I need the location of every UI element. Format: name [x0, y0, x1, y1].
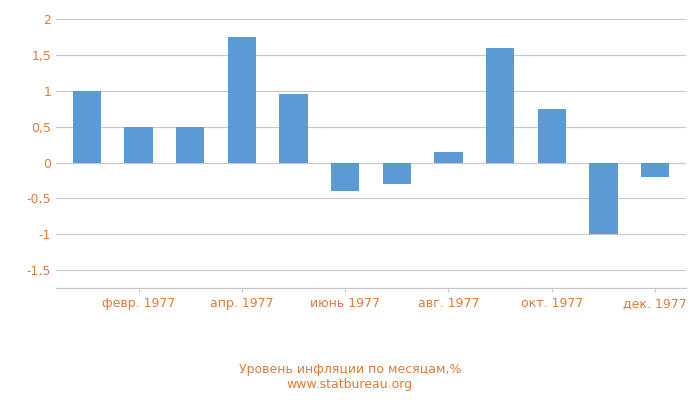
Text: www.statbureau.org: www.statbureau.org [287, 378, 413, 391]
Bar [538, 109, 566, 162]
Bar [279, 94, 308, 162]
Bar [73, 91, 102, 162]
Bar [434, 152, 463, 162]
Bar [486, 48, 514, 162]
Bar [125, 127, 153, 162]
Bar [331, 162, 359, 191]
Bar [383, 162, 411, 184]
Bar [640, 162, 669, 177]
Bar [176, 127, 204, 162]
Bar [589, 162, 617, 234]
Text: Уровень инфляции по месяцам,%: Уровень инфляции по месяцам,% [239, 364, 461, 376]
Bar [228, 37, 256, 162]
